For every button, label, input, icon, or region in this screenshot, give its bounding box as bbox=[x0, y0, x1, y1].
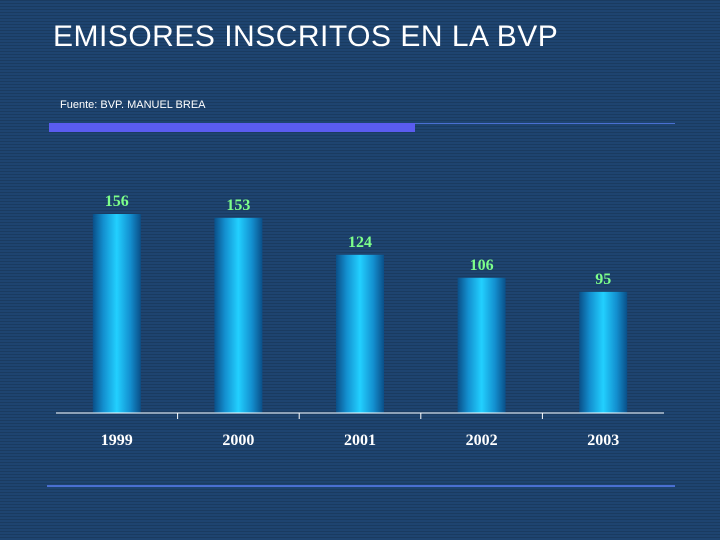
value-label-2002: 106 bbox=[470, 257, 494, 274]
value-label-1999: 156 bbox=[105, 193, 129, 210]
value-label-2001: 124 bbox=[348, 234, 372, 251]
x-axis-ticks bbox=[177, 413, 543, 419]
value-label-2003: 95 bbox=[595, 271, 611, 288]
category-label-2002: 2002 bbox=[466, 432, 498, 449]
bar-2000 bbox=[214, 217, 263, 413]
category-label-1999: 1999 bbox=[101, 432, 133, 449]
bar-2001 bbox=[336, 254, 384, 413]
title-accent-line bbox=[415, 123, 675, 124]
category-label-2003: 2003 bbox=[587, 432, 619, 449]
bar-1999 bbox=[92, 214, 141, 413]
bars-group bbox=[92, 214, 628, 413]
bar-2002 bbox=[457, 277, 506, 413]
value-labels-group: 156 153 124 106 95 bbox=[105, 193, 611, 288]
source-note: Fuente: BVP. MANUEL BREA bbox=[60, 99, 206, 111]
category-labels-group: 1999 2000 2001 2002 2003 bbox=[101, 432, 619, 449]
category-label-2000: 2000 bbox=[222, 432, 254, 449]
bottom-divider-line bbox=[47, 485, 675, 487]
bar-2003 bbox=[579, 291, 628, 413]
slide-title: EMISORES INSCRITOS EN LA BVP bbox=[53, 20, 559, 53]
category-label-2001: 2001 bbox=[344, 432, 376, 449]
value-label-2000: 153 bbox=[226, 197, 250, 214]
title-accent-bar bbox=[49, 123, 415, 132]
